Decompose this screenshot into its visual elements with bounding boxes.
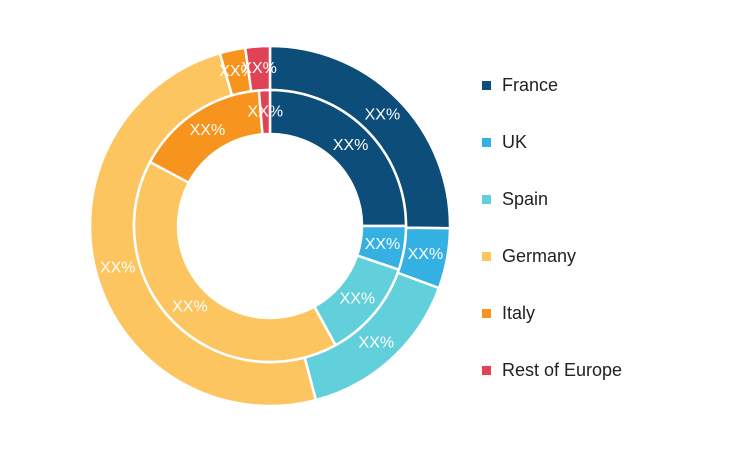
inner-slice-rest-of-europe [257,88,272,136]
inner-label-rest-of-europe: XX% [248,104,284,121]
outer-label-italy: XX% [219,63,255,80]
legend-label-germany: Germany [502,245,577,266]
legend-item-germany: Germany [482,245,576,267]
legend-label-uk: UK [502,131,528,152]
legend-item-rest-of-europe: Rest of Europe [482,359,622,381]
legend-swatch-italy [482,308,491,318]
inner-label-italy: XX% [190,122,226,139]
outer-label-germany: XX% [100,260,136,277]
legend-swatch-germany [482,251,491,261]
legend-item-italy: Italy [482,302,535,324]
legend-swatch-spain [482,194,491,204]
inner-label-france: XX% [333,137,369,154]
legend-label-rest-of-europe: Rest of Europe [502,359,623,380]
inner-label-spain: XX% [340,291,376,308]
inner-label-germany: XX% [172,299,208,316]
legend-label-spain: Spain [502,188,549,209]
legend-item-spain: Spain [482,188,548,210]
outer-label-rest-of-europe: XX% [241,60,277,77]
outer-label-uk: XX% [408,246,444,263]
legend-swatch-uk [482,137,491,147]
inner-label-uk: XX% [365,236,401,253]
donut-chart: XX%XX%XX%XX%XX%XX%XX%XX%XX%XX%XX%XX% [88,44,452,408]
inner-slice-germany [132,160,337,364]
legend-item-uk: UK [482,131,527,153]
legend-swatch-france [482,80,491,90]
outer-label-spain: XX% [359,334,395,351]
legend-swatch-rest-of-europe [482,365,491,375]
outer-label-france: XX% [365,106,401,123]
legend-item-france: France [482,74,558,96]
legend-label-italy: Italy [502,302,536,323]
legend-label-france: France [502,74,559,95]
